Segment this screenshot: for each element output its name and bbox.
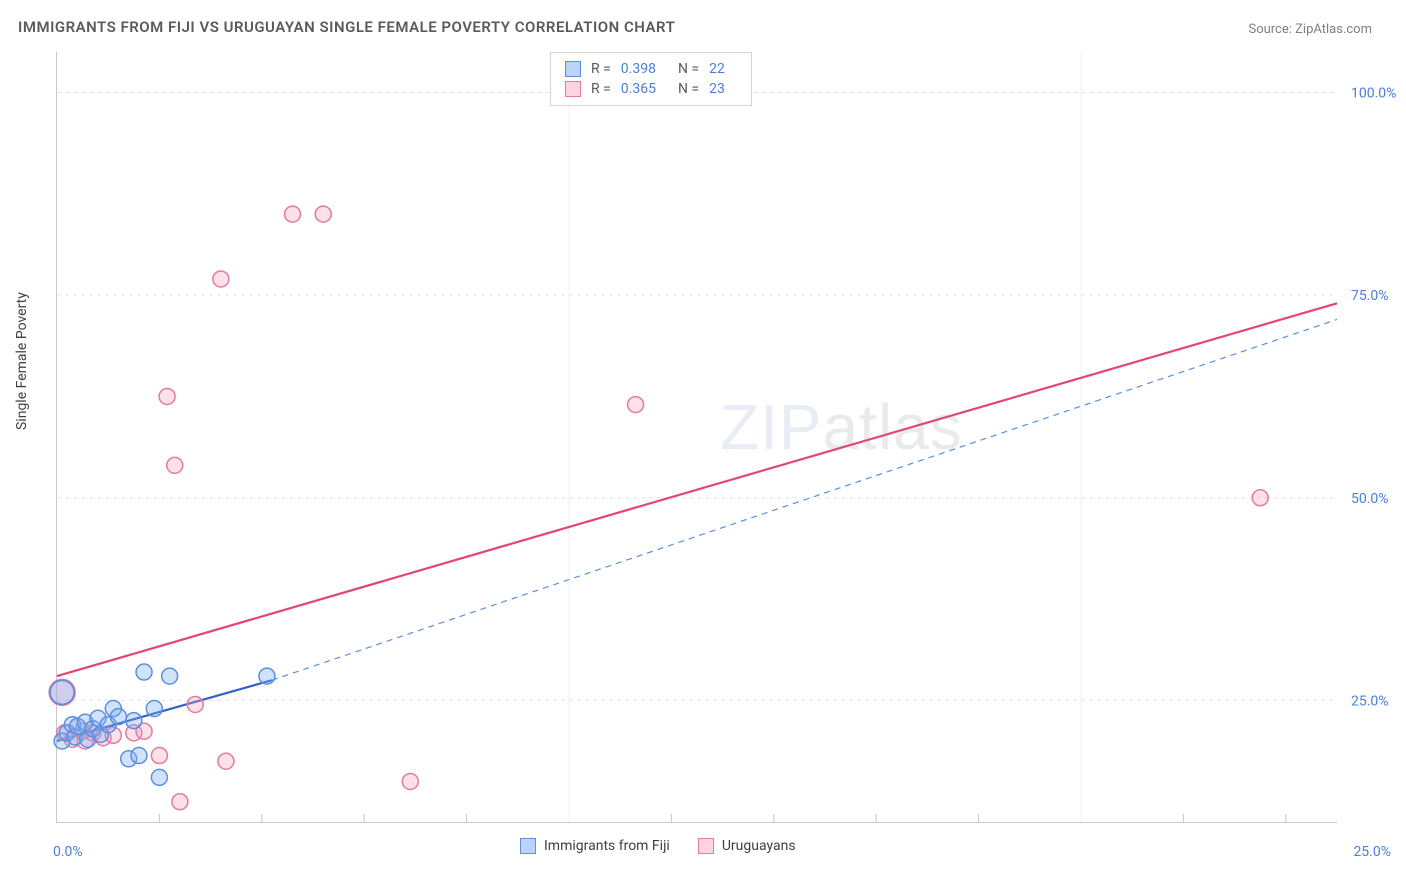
point-fiji (131, 748, 147, 764)
n-label: N = (678, 61, 699, 77)
trendline-fiji-ext (272, 319, 1337, 680)
point-fiji (136, 664, 152, 680)
point-uruguayans (218, 753, 234, 769)
point-uruguayans (1252, 490, 1268, 506)
legend-label: Uruguayans (722, 838, 796, 854)
source-label: Source: ZipAtlas.com (1248, 22, 1372, 37)
plot-svg: 25.0%50.0%75.0%100.0%0.0%25.0% (57, 52, 1337, 822)
point-uruguayans (187, 696, 203, 712)
point-uruguayans (628, 397, 644, 413)
point-uruguayans (315, 206, 331, 222)
point-uruguayans (159, 388, 175, 404)
chart-container: IMMIGRANTS FROM FIJI VS URUGUAYAN SINGLE… (0, 0, 1406, 892)
legend-swatch (698, 838, 714, 854)
series-legend: Immigrants from Fiji Uruguayans (520, 838, 796, 854)
r-value: 0.398 (621, 61, 656, 77)
ytick-label: 100.0% (1351, 86, 1396, 102)
point-fiji (162, 668, 178, 684)
trendline-uruguayans (57, 303, 1337, 676)
point-fiji (146, 701, 162, 717)
stats-legend-row: R = 0.398 N = 22 (565, 59, 737, 79)
point-fiji (50, 680, 74, 704)
n-value: 23 (709, 81, 725, 97)
legend-swatch (520, 838, 536, 854)
point-uruguayans (167, 457, 183, 473)
point-uruguayans (172, 794, 188, 810)
point-uruguayans (402, 773, 418, 789)
r-label: R = (591, 81, 611, 97)
y-axis-label: Single Female Poverty (14, 292, 30, 430)
legend-item: Immigrants from Fiji (520, 838, 670, 854)
point-uruguayans (213, 271, 229, 287)
stats-legend-row: R = 0.365 N = 23 (565, 79, 737, 99)
r-value: 0.365 (621, 81, 656, 97)
ytick-label: 25.0% (1351, 693, 1389, 709)
point-uruguayans (151, 748, 167, 764)
ytick-label: 75.0% (1351, 288, 1389, 304)
legend-label: Immigrants from Fiji (544, 838, 670, 854)
ytick-label: 50.0% (1351, 491, 1389, 507)
point-uruguayans (285, 206, 301, 222)
xtick-label: 25.0% (1353, 844, 1391, 860)
chart-title: IMMIGRANTS FROM FIJI VS URUGUAYAN SINGLE… (18, 18, 675, 36)
stats-legend: R = 0.398 N = 22 R = 0.365 N = 23 (550, 52, 752, 106)
point-fiji (259, 668, 275, 684)
r-label: R = (591, 61, 611, 77)
point-fiji (126, 713, 142, 729)
point-fiji (151, 769, 167, 785)
n-value: 22 (709, 61, 725, 77)
point-fiji (110, 709, 126, 725)
plot-area: 25.0%50.0%75.0%100.0%0.0%25.0% (56, 52, 1337, 823)
legend-swatch (565, 61, 581, 77)
legend-item: Uruguayans (698, 838, 796, 854)
xtick-label: 0.0% (53, 844, 83, 860)
legend-swatch (565, 81, 581, 97)
n-label: N = (678, 81, 699, 97)
